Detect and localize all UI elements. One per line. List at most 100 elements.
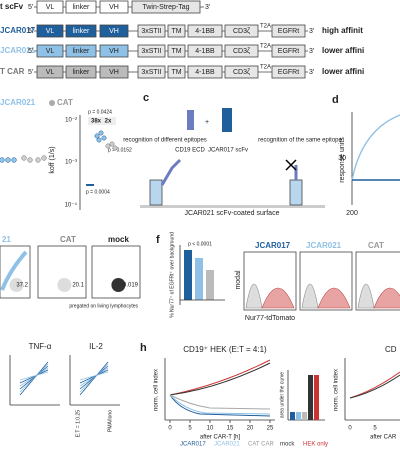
shape [308,375,313,420]
construct-part [271,65,306,79]
label: lower affini [322,46,364,55]
construct-part [99,0,129,14]
label: CD3ζ [233,28,250,35]
path [261,287,295,309]
label: VL [46,69,55,76]
construct-part [187,24,223,38]
label: after CAR [370,435,397,441]
label: T2A [260,44,271,50]
label: JCAR021 [0,46,36,55]
label: TM [171,69,181,76]
label: 5' [28,69,33,76]
construct-part [137,65,166,79]
label: 2x [105,119,112,125]
label: recognition of the same epitope [258,138,342,144]
label: PMA/Iono [107,410,113,432]
construct-part [167,65,186,79]
construct-part [187,65,223,79]
path [79,365,109,390]
label: VH [109,48,119,55]
label: 0 [348,426,352,432]
label: CAT [60,235,76,244]
dot [111,278,126,292]
dot [101,135,107,141]
construct-part [131,0,201,14]
construct-part [99,24,129,38]
label: EGFRt [278,48,299,55]
construct-part [137,44,166,58]
label: 3xSTII [141,48,161,55]
label: JCAR021 [306,241,342,250]
shape [195,258,203,300]
dot [5,157,11,163]
label: 4-1BB [195,48,215,55]
label: f [156,234,160,246]
label: 10⁻³ [65,160,77,166]
label: 3' [309,48,314,55]
path [169,394,271,417]
path [19,367,49,387]
label: t scFv [0,2,24,11]
dot [21,155,27,161]
shape [88,117,116,125]
label: 3' [309,28,314,35]
label: 38x [91,119,102,125]
label: 3xSTII [141,69,161,76]
label: JCAR021 [214,442,240,448]
label: 5' [28,4,33,11]
label: 20 [247,426,254,432]
label: VH [109,28,119,35]
shape [302,412,307,420]
dot [27,157,33,163]
label: 21 [2,235,11,244]
label: lower affini [322,67,364,76]
label: p = 0.0424 [88,109,112,115]
label: modal [235,270,242,290]
construct-part [271,24,306,38]
dot [105,143,111,149]
dot [96,137,102,143]
label: norm. cell index [334,369,340,411]
path [79,371,109,381]
label: pregated on living lymphocytes [69,303,138,309]
shape [187,110,194,130]
label: VL [46,4,55,11]
label: T CAR [0,67,25,76]
label: response units [339,137,346,183]
label: JCAR021 scFv-coated surface [185,210,280,217]
label: 20.1 [72,283,84,289]
path [349,374,400,399]
label: 5' [28,48,33,55]
label: 5' [28,28,33,35]
label: norm. cell index [154,369,160,411]
path [349,371,400,399]
label: p = 0.0152 [108,147,132,153]
label: TNF-α [29,342,52,351]
label: 200 [346,210,358,217]
label: CD3ζ [233,48,250,55]
path [373,287,400,309]
label: 4-1BB [195,69,215,76]
construct-part [99,65,129,79]
label: EGFRt [278,28,299,35]
label: 0.019 [123,283,139,289]
label: % Nur77⁺ of EGFRt⁺ over background [169,232,175,318]
dot [109,141,115,147]
construct-part [224,65,259,79]
label: high affinit [322,26,363,35]
label: 10⁻² [65,118,77,124]
path [351,114,400,181]
label: Nur77-tdTomato [245,315,295,322]
label: VL [46,28,55,35]
shape [290,412,295,420]
dot [0,157,5,163]
label: 25 [267,426,274,432]
label: JCAR017 [180,442,206,448]
label: IL-2 [89,342,103,351]
label: after CAR-T [h] [200,435,241,441]
construct-part [36,24,64,38]
label: JCAR017 [255,241,291,250]
dot [57,278,72,292]
dot [112,145,118,151]
